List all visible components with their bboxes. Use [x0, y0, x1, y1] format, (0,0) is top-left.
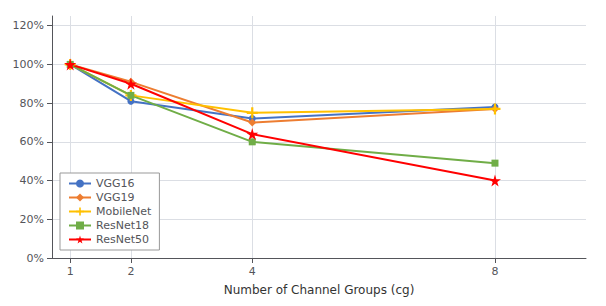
svg-text:0%: 0% — [27, 252, 44, 265]
svg-text:ResNet18: ResNet18 — [96, 219, 149, 232]
svg-text:MobileNet: MobileNet — [96, 205, 152, 218]
svg-text:1: 1 — [67, 265, 74, 278]
svg-text:VGG16: VGG16 — [96, 177, 135, 190]
svg-text:8: 8 — [491, 265, 498, 278]
svg-text:Number of Channel Groups (cg): Number of Channel Groups (cg) — [224, 283, 415, 297]
svg-text:80%: 80% — [20, 97, 44, 110]
svg-text:2: 2 — [127, 265, 134, 278]
svg-text:40%: 40% — [20, 174, 44, 187]
svg-text:20%: 20% — [20, 213, 44, 226]
svg-text:100%: 100% — [13, 58, 44, 71]
svg-text:4: 4 — [249, 265, 256, 278]
svg-text:VGG19: VGG19 — [96, 191, 135, 204]
svg-text:60%: 60% — [20, 135, 44, 148]
svg-text:ResNet50: ResNet50 — [96, 233, 149, 246]
svg-text:120%: 120% — [13, 19, 44, 32]
